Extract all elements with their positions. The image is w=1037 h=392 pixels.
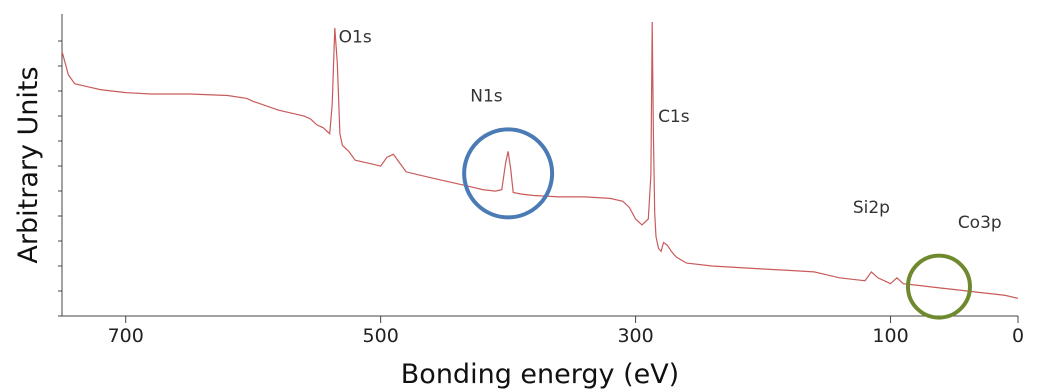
x-axis-title: Bonding energy (eV) — [401, 359, 679, 390]
x-tick-label: 100 — [872, 325, 908, 347]
highlight-circle-n1s — [462, 127, 555, 220]
peak-label-n1s: N1s — [470, 86, 503, 106]
highlight-circle-co3p — [905, 253, 972, 320]
peak-label-o1s: O1s — [339, 28, 372, 48]
peak-label-co3p: Co3p — [958, 213, 1002, 233]
peak-highlight-circles — [462, 127, 972, 320]
axes: 700 500 300 100 0 — [58, 14, 1024, 347]
x-tick-label: 700 — [108, 325, 144, 347]
peak-label-c1s: C1s — [658, 107, 690, 127]
x-tick-label: 500 — [363, 325, 399, 347]
peak-labels: O1s N1s C1s Si2p Co3p — [339, 28, 1002, 233]
x-tick-label: 0 — [1012, 325, 1024, 347]
spectrum-series-line — [61, 21, 1019, 299]
x-tick-label: 300 — [617, 325, 653, 347]
y-axis-minor-ticks — [58, 40, 62, 317]
y-axis-title: Arbitrary Units — [13, 66, 44, 263]
x-axis-ticks: 700 500 300 100 0 — [108, 316, 1024, 347]
peak-label-si2p: Si2p — [853, 198, 890, 218]
